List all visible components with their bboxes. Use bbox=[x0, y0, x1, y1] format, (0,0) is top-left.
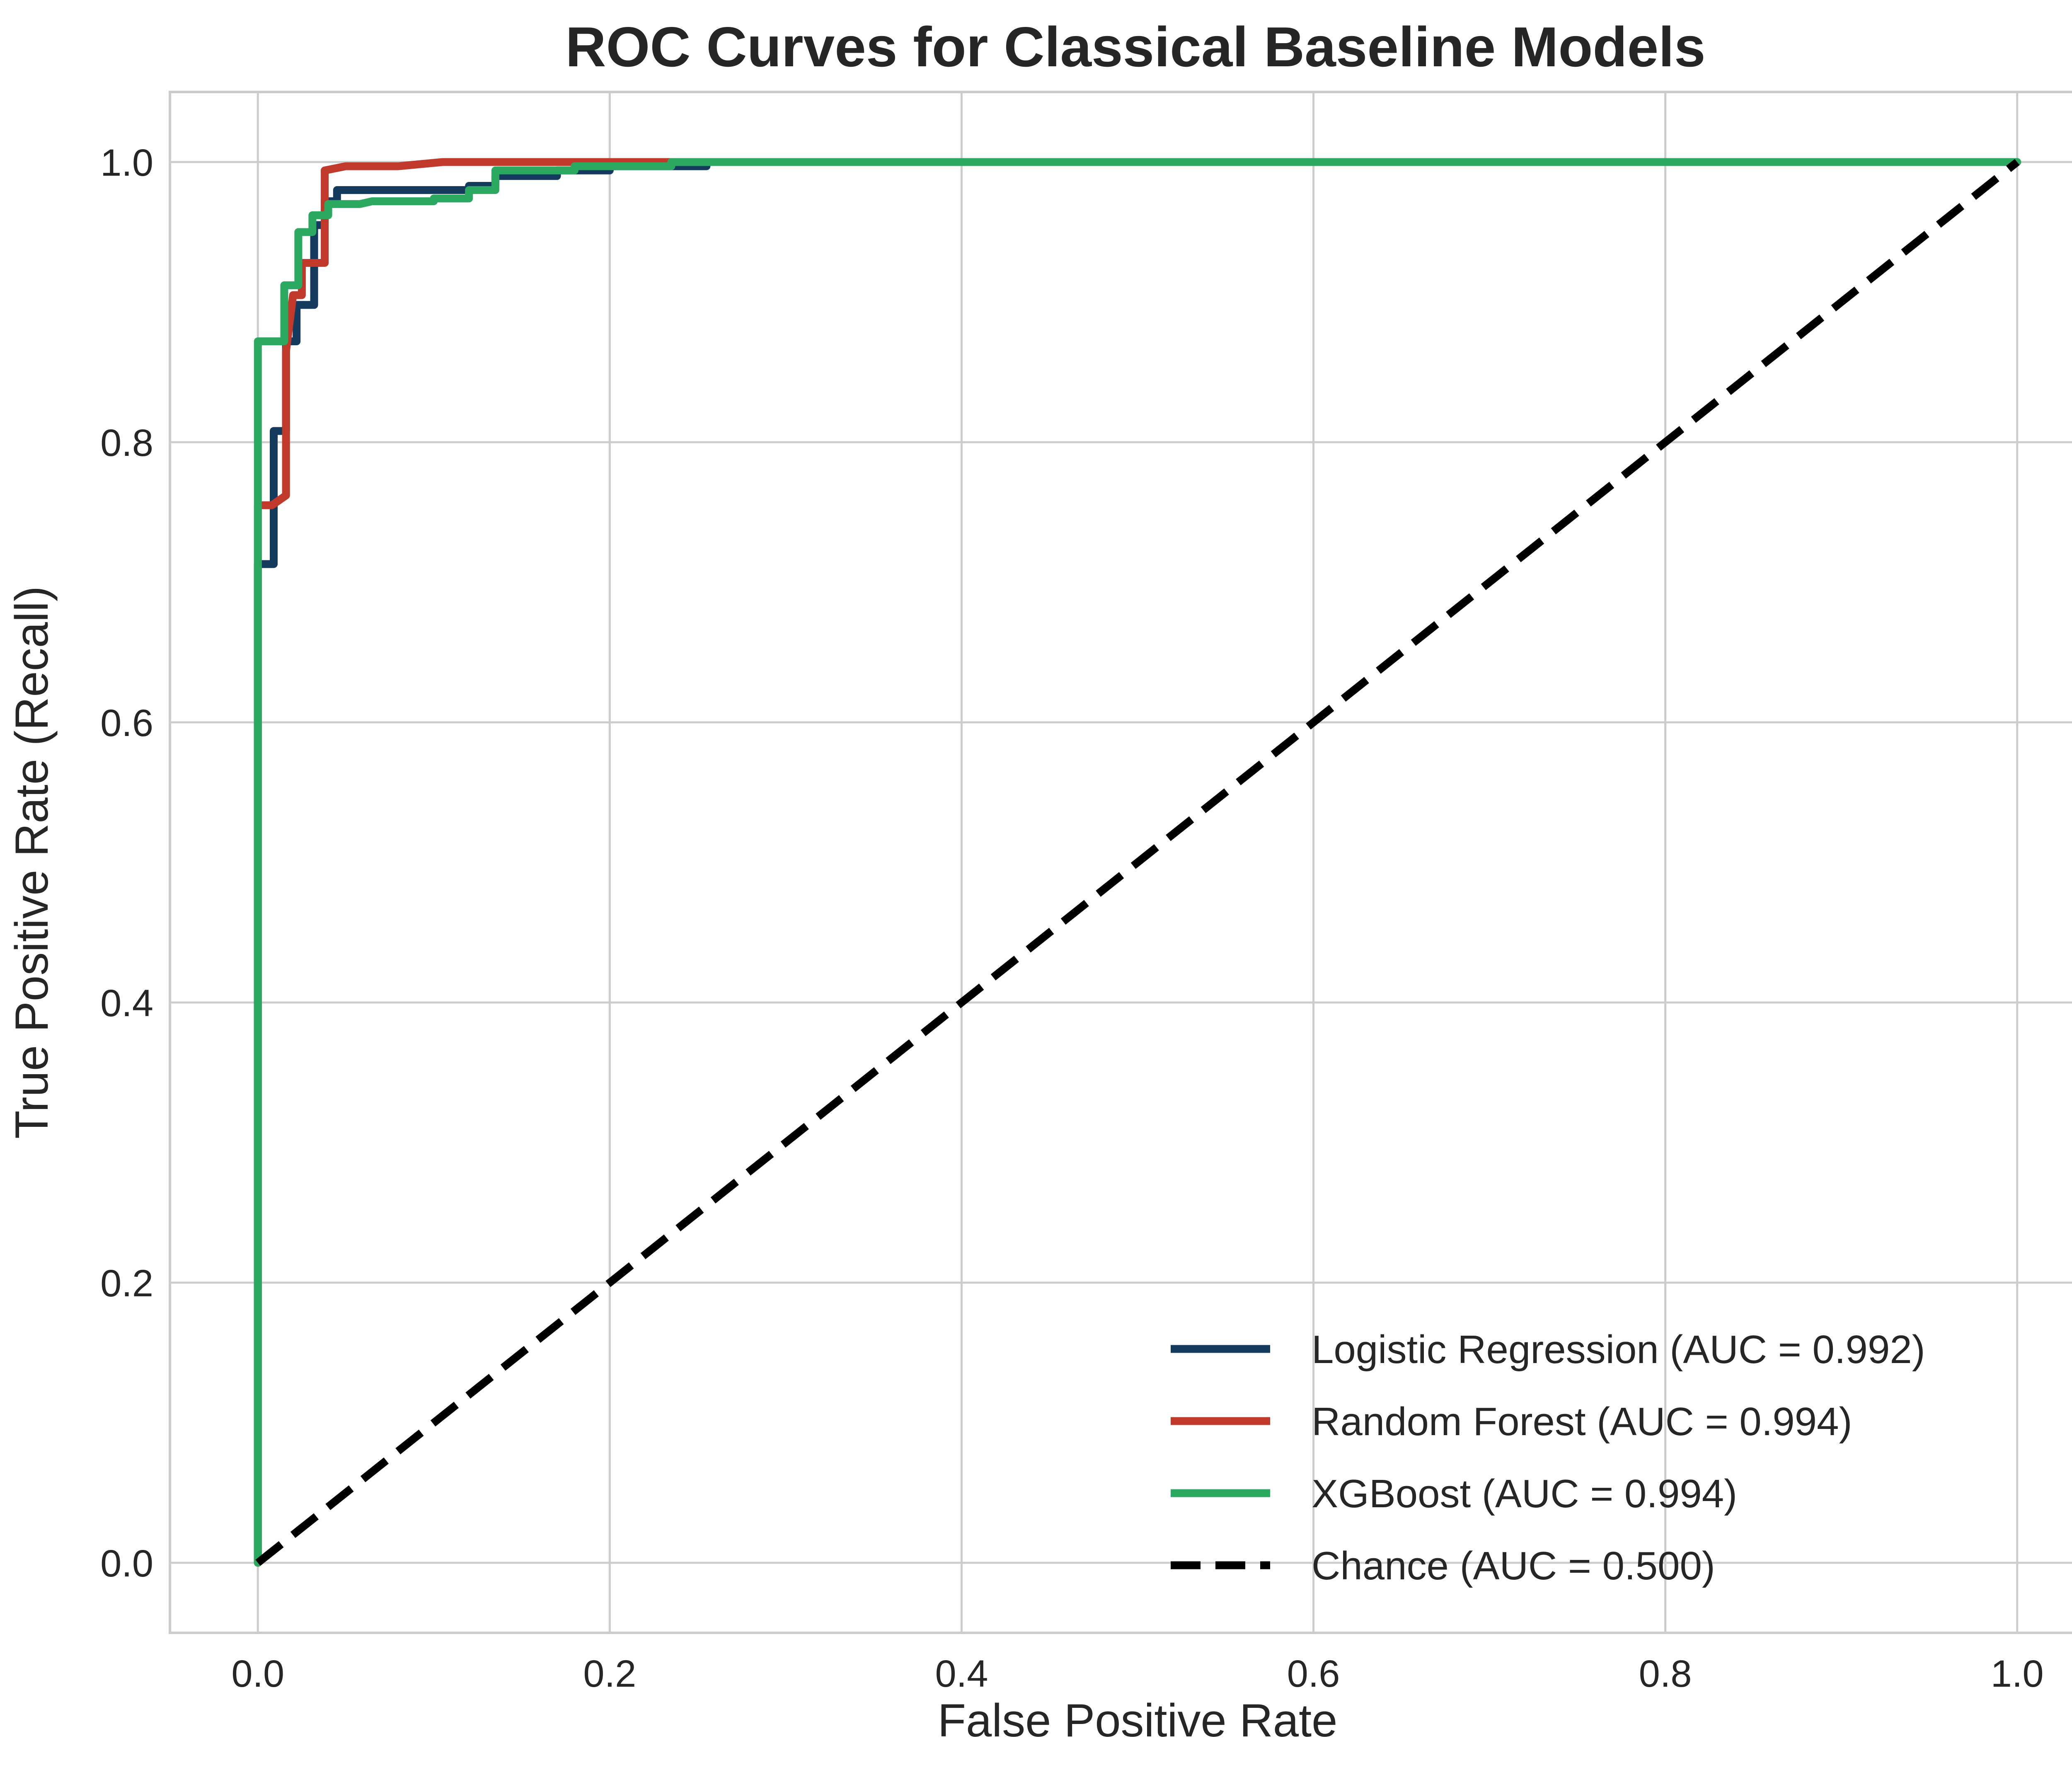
x-tick-label: 0.8 bbox=[1639, 1653, 1692, 1695]
x-axis-label: False Positive Rate bbox=[938, 1695, 1338, 1746]
y-tick-label: 1.0 bbox=[100, 142, 153, 184]
series-line-chance bbox=[255, 159, 2020, 1566]
x-tick-label: 0.6 bbox=[1287, 1653, 1340, 1695]
series-lines bbox=[254, 158, 2021, 1567]
x-tick-label: 0.4 bbox=[935, 1653, 988, 1695]
x-tick-label: 0.0 bbox=[231, 1653, 284, 1695]
chart-title: ROC Curves for Classical Baseline Models bbox=[565, 15, 1705, 78]
legend: Logistic Regression (AUC = 0.992) Random … bbox=[1171, 1327, 1925, 1588]
legend-label-random-forest: Random Forest (AUC = 0.994) bbox=[1312, 1400, 1852, 1444]
tick-labels: 0.0 0.2 0.4 0.6 0.8 1.0 0.0 0.2 0.4 0.6 0.8 1.0 bbox=[100, 142, 2044, 1695]
y-tick-label: 0.8 bbox=[100, 422, 153, 464]
y-tick-label: 0.6 bbox=[100, 702, 153, 744]
x-tick-label: 1.0 bbox=[1991, 1653, 2044, 1695]
legend-label-chance: Chance (AUC = 0.500) bbox=[1312, 1544, 1715, 1588]
plot-frame bbox=[169, 91, 2072, 1634]
series-line-xgboost bbox=[254, 158, 2021, 1567]
y-tick-label: 0.2 bbox=[100, 1262, 153, 1305]
y-axis-label: True Positive Rate (Recall) bbox=[6, 586, 58, 1139]
y-tick-label: 0.4 bbox=[100, 982, 153, 1024]
x-tick-label: 0.2 bbox=[583, 1653, 636, 1695]
y-tick-label: 0.0 bbox=[100, 1542, 153, 1585]
series-line-random-forest bbox=[254, 158, 702, 1567]
legend-label-logistic-regression: Logistic Regression (AUC = 0.992) bbox=[1312, 1327, 1925, 1372]
legend-label-xgboost: XGBoost (AUC = 0.994) bbox=[1312, 1472, 1737, 1516]
